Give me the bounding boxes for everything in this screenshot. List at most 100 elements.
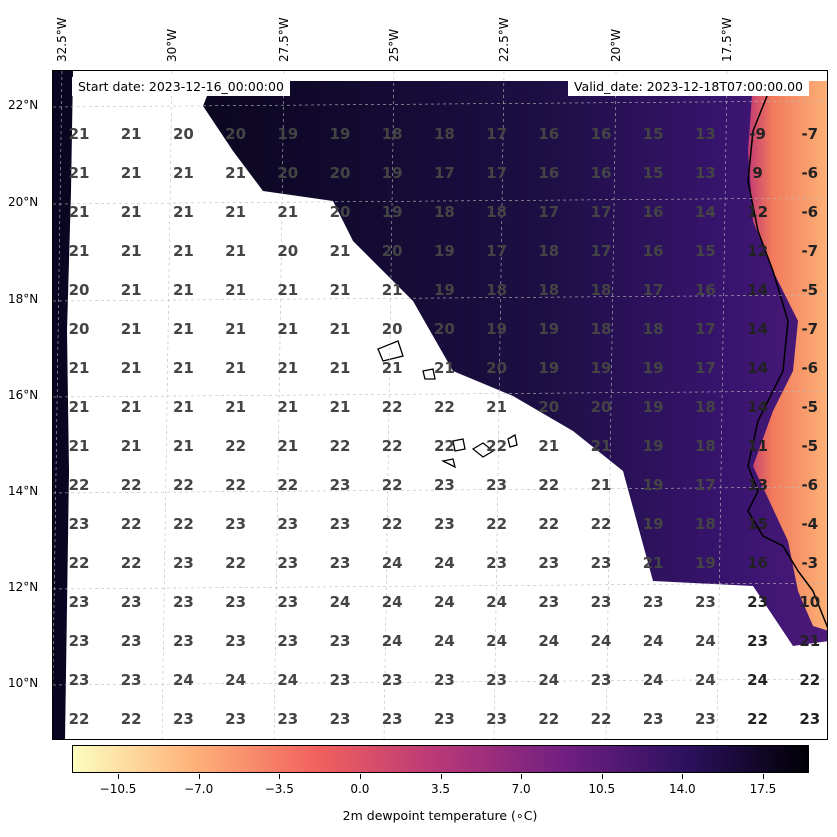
grid-value-label: 23 bbox=[486, 476, 507, 494]
grid-value-label: 21 bbox=[69, 203, 90, 221]
grid-value-label: 22 bbox=[173, 476, 194, 494]
grid-value-label: 21 bbox=[225, 164, 246, 182]
grid-value-label: 17 bbox=[486, 242, 507, 260]
colorbar-tickmark bbox=[682, 774, 684, 779]
grid-value-label: 24 bbox=[695, 632, 716, 650]
grid-value-label: 23 bbox=[538, 593, 559, 611]
grid-value-label: 24 bbox=[591, 632, 612, 650]
grid-value-label: 21 bbox=[121, 281, 142, 299]
grid-value-label: -6 bbox=[801, 203, 818, 221]
grid-value-label: 21 bbox=[277, 281, 298, 299]
grid-value-label: 22 bbox=[434, 437, 455, 455]
grid-value-label: 23 bbox=[277, 632, 298, 650]
grid-value-label: 23 bbox=[225, 515, 246, 533]
grid-value-label: 16 bbox=[591, 125, 612, 143]
grid-value-label: 20 bbox=[382, 242, 403, 260]
grid-value-label: 18 bbox=[695, 437, 716, 455]
grid-value-label: 23 bbox=[643, 710, 664, 728]
grid-value-label: 23 bbox=[69, 515, 90, 533]
colorbar bbox=[72, 745, 809, 773]
lat-label: 20°N bbox=[8, 195, 39, 209]
grid-value-label: 21 bbox=[121, 242, 142, 260]
grid-value-label: 21 bbox=[434, 359, 455, 377]
grid-value-label: 21 bbox=[173, 320, 194, 338]
grid-value-label: 24 bbox=[486, 632, 507, 650]
grid-value-label: 22 bbox=[538, 476, 559, 494]
grid-value-label: 19 bbox=[538, 359, 559, 377]
grid-value-label: 21 bbox=[330, 398, 351, 416]
grid-value-label: 21 bbox=[173, 203, 194, 221]
grid-value-label: 21 bbox=[121, 359, 142, 377]
grid-value-label: 21 bbox=[69, 125, 90, 143]
grid-value-label: 23 bbox=[225, 710, 246, 728]
grid-value-label: 24 bbox=[434, 632, 455, 650]
grid-value-label: 20 bbox=[225, 125, 246, 143]
grid-value-label: 23 bbox=[69, 593, 90, 611]
grid-value-label: 24 bbox=[643, 671, 664, 689]
grid-value-label: 22 bbox=[330, 437, 351, 455]
grid-value-label: 21 bbox=[225, 281, 246, 299]
grid-value-label: 24 bbox=[277, 671, 298, 689]
grid-value-label: 24 bbox=[643, 632, 664, 650]
grid-value-label: 23 bbox=[121, 671, 142, 689]
grid-value-label: 23 bbox=[225, 593, 246, 611]
grid-value-label: 22 bbox=[747, 710, 768, 728]
grid-value-label: 17 bbox=[486, 125, 507, 143]
colorbar-tick-label: 17.5 bbox=[749, 782, 777, 796]
grid-value-label: 22 bbox=[225, 476, 246, 494]
grid-value-label: 23 bbox=[486, 710, 507, 728]
meridian-line bbox=[161, 71, 173, 739]
grid-value-label: 22 bbox=[69, 554, 90, 572]
grid-value-label: 18 bbox=[695, 398, 716, 416]
grid-value-label: 17 bbox=[591, 242, 612, 260]
gridlines bbox=[53, 71, 827, 739]
lon-label: 20°W bbox=[609, 28, 623, 62]
island-outlines bbox=[377, 340, 518, 469]
grid-value-label: 22 bbox=[121, 554, 142, 572]
grid-value-label: 23 bbox=[69, 671, 90, 689]
grid-value-label: 20 bbox=[382, 320, 403, 338]
grid-value-label: 22 bbox=[382, 398, 403, 416]
grid-value-label: 20 bbox=[277, 164, 298, 182]
grid-value-label: -6 bbox=[801, 164, 818, 182]
grid-value-label: 21 bbox=[538, 437, 559, 455]
grid-value-label: 23 bbox=[277, 515, 298, 533]
grid-value-label: 21 bbox=[121, 398, 142, 416]
grid-value-label: 13 bbox=[747, 476, 768, 494]
grid-value-label: 23 bbox=[486, 554, 507, 572]
grid-value-label: 21 bbox=[173, 437, 194, 455]
grid-values: 21 21 20 20 19 19 18 18 17 16 16 15 13 -9 -7 21 21 21 21 20… bbox=[69, 125, 821, 728]
grid-value-label: 23 bbox=[486, 671, 507, 689]
grid-value-label: 23 bbox=[330, 554, 351, 572]
grid-value-label: 23 bbox=[277, 554, 298, 572]
grid-value-label: 21 bbox=[121, 320, 142, 338]
grid-value-label: 19 bbox=[382, 203, 403, 221]
grid-value-label: 23 bbox=[382, 710, 403, 728]
grid-value-label: 21 bbox=[69, 398, 90, 416]
lat-label: 14°N bbox=[8, 484, 39, 498]
grid-value-label: 22 bbox=[486, 515, 507, 533]
grid-value-label: -5 bbox=[801, 398, 818, 416]
grid-value-label: 15 bbox=[643, 164, 664, 182]
grid-value-label: 22 bbox=[538, 710, 559, 728]
grid-value-label: 14 bbox=[747, 359, 768, 377]
meridian-line bbox=[383, 71, 395, 739]
dewpoint-field-west-strip bbox=[53, 71, 73, 739]
lat-label: 10°N bbox=[8, 676, 39, 690]
grid-value-label: 18 bbox=[591, 281, 612, 299]
grid-value-label: 23 bbox=[747, 632, 768, 650]
grid-value-label: 24 bbox=[434, 554, 455, 572]
grid-value-label: 22 bbox=[591, 515, 612, 533]
grid-value-label: 22 bbox=[538, 515, 559, 533]
grid-value-label: 23 bbox=[330, 632, 351, 650]
grid-value-label: 21 bbox=[173, 242, 194, 260]
grid-value-label: 24 bbox=[382, 593, 403, 611]
grid-value-label: 24 bbox=[382, 554, 403, 572]
grid-value-label: 23 bbox=[330, 476, 351, 494]
lat-label: 22°N bbox=[8, 98, 39, 112]
lon-label: 22.5°W bbox=[497, 17, 511, 62]
grid-value-label: 17 bbox=[695, 359, 716, 377]
grid-value-label: -5 bbox=[801, 281, 818, 299]
grid-value-label: 23 bbox=[173, 554, 194, 572]
grid-value-label: 21 bbox=[69, 242, 90, 260]
